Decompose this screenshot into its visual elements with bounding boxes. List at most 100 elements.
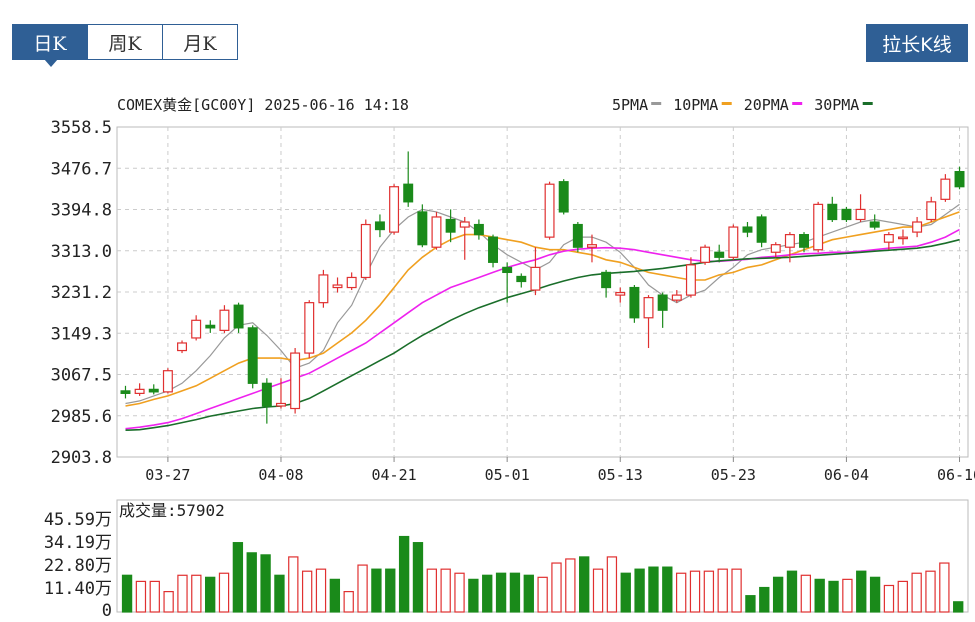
volume-bar — [495, 572, 507, 613]
candle-body — [346, 276, 357, 289]
legend-label: 5PMA — [612, 96, 648, 114]
volume-bar — [163, 591, 174, 613]
volume-bar — [675, 572, 687, 613]
legend-swatch — [862, 102, 873, 105]
candle — [912, 216, 923, 238]
candle — [784, 232, 795, 263]
candle-body — [572, 223, 583, 248]
candle — [685, 257, 696, 298]
price-tick-label: 3558.5 — [51, 118, 112, 138]
volume-bar — [205, 576, 216, 613]
volume-bar — [953, 601, 964, 613]
volume-bar — [620, 572, 631, 613]
price-axis: 3558.5 3476.7 3394.8 3313.0 3231.2 3149.3 3067… — [51, 118, 112, 468]
candle-body — [219, 309, 230, 331]
candle — [134, 383, 145, 396]
volume-bar — [537, 576, 548, 613]
candle-body — [360, 223, 371, 279]
volume-bar — [385, 568, 396, 613]
candle — [940, 174, 951, 202]
candle — [473, 219, 484, 240]
volume-bar — [440, 568, 451, 613]
price-tick-label: 3313.0 — [51, 242, 112, 262]
volume-tick-label: 45.59万 — [44, 510, 112, 530]
date-tick-label: 05-01 — [485, 466, 530, 484]
volume-bar — [579, 556, 590, 613]
candle-body — [586, 244, 597, 248]
legend-label: 10PMA — [673, 96, 718, 114]
legend-swatch — [792, 102, 803, 105]
volume-bar — [897, 580, 908, 613]
candle — [177, 340, 188, 354]
candle — [855, 194, 866, 223]
chart-title: COMEX黄金[GC00Y] 2025-06-16 14:18 — [117, 96, 409, 114]
volume-bar — [191, 574, 202, 613]
candle — [742, 222, 753, 238]
candle — [841, 206, 852, 223]
candle — [954, 166, 965, 190]
candle — [544, 181, 555, 240]
stretch-k-line-button[interactable]: 拉长K线 — [866, 24, 968, 62]
candle — [601, 269, 612, 298]
candle-body — [318, 274, 329, 304]
candle — [219, 305, 230, 333]
date-tick-label: 06-04 — [824, 466, 869, 484]
candle — [770, 242, 781, 258]
candle — [756, 214, 767, 248]
candle — [360, 219, 371, 280]
tab-weekly-k[interactable]: 周K — [87, 24, 163, 60]
candle — [205, 320, 216, 333]
candle — [530, 247, 541, 296]
candle — [290, 348, 301, 414]
period-tabs: 日K 周K 月K — [12, 24, 238, 67]
candle-body — [275, 402, 286, 407]
legend-label: 20PMA — [744, 96, 789, 114]
candle-body — [940, 178, 951, 200]
candle-body — [544, 183, 555, 238]
volume-bar — [703, 570, 715, 613]
tab-daily-k[interactable]: 日K — [12, 24, 88, 67]
candle — [897, 229, 908, 245]
candle-body — [459, 221, 470, 228]
volume-bar — [343, 591, 354, 613]
chart-legend: 5PMA 10PMA 20PMA 30PMA — [612, 96, 873, 114]
candle-body — [374, 221, 385, 231]
candle — [261, 378, 272, 424]
date-tick-label: 03-27 — [145, 466, 190, 484]
candle-body — [502, 266, 513, 274]
volume-bar — [634, 568, 645, 613]
price-tick-label: 2985.6 — [51, 407, 112, 427]
candle — [275, 378, 286, 409]
volume-bar — [925, 570, 936, 613]
volume-bar — [786, 570, 798, 613]
candle-body — [601, 271, 612, 289]
volume-bar — [565, 558, 576, 613]
volume-bar — [745, 595, 756, 613]
candle — [728, 224, 739, 260]
candle-body — [728, 226, 739, 258]
legend-swatch — [721, 102, 732, 105]
date-tick-label: 04-21 — [371, 466, 416, 484]
candle-body — [926, 201, 937, 221]
candle — [488, 234, 499, 268]
volume-bar — [648, 566, 659, 613]
candle-body — [516, 275, 527, 283]
legend-swatch — [651, 102, 662, 105]
candle — [417, 204, 428, 248]
price-grid — [116, 126, 969, 458]
legend-label: 30PMA — [814, 96, 859, 114]
date-tick-label: 04-08 — [258, 466, 303, 484]
volume-bars — [121, 535, 964, 613]
volume-bar — [412, 542, 424, 613]
candle — [869, 214, 880, 230]
candle-body — [685, 264, 696, 296]
tab-monthly-k[interactable]: 月K — [162, 24, 238, 60]
candle — [586, 234, 597, 263]
candle-body — [643, 297, 654, 319]
candle-body — [417, 211, 428, 246]
volume-tick-label: 22.80万 — [44, 556, 112, 576]
volume-bar — [523, 574, 534, 613]
candle — [459, 216, 470, 260]
volume-bar — [315, 568, 327, 613]
